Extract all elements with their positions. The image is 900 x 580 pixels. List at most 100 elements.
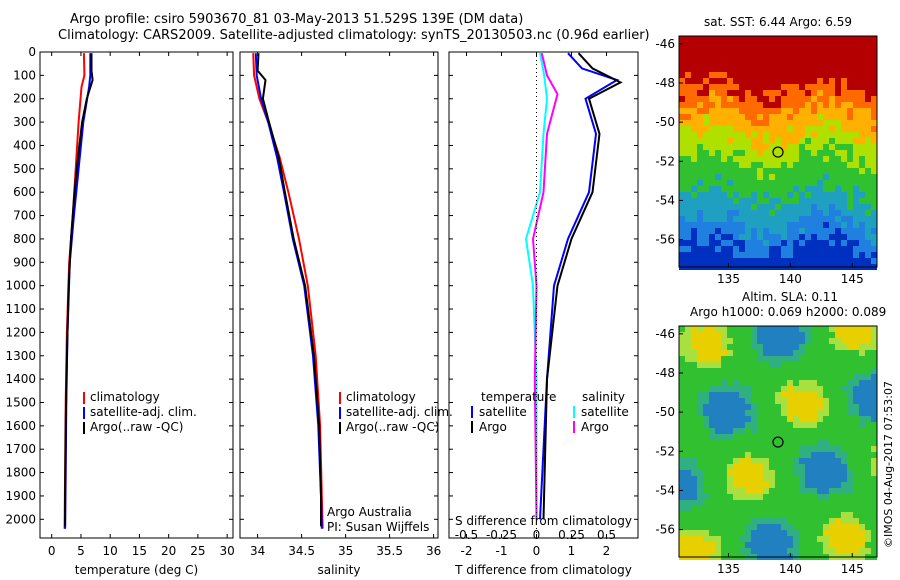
map-cell <box>781 362 787 368</box>
map-cell <box>733 162 739 168</box>
map-cell <box>727 42 733 48</box>
map-cell <box>685 470 691 476</box>
map-cell <box>685 162 691 168</box>
map-cell <box>841 536 847 542</box>
map-cell <box>751 452 757 458</box>
map-cell <box>775 54 781 60</box>
map-cell <box>829 428 835 434</box>
map-cell <box>721 410 727 416</box>
map-cell <box>853 332 859 338</box>
map-cell <box>793 368 799 374</box>
map-cell <box>757 162 763 168</box>
map-cell <box>829 222 835 228</box>
map-cell <box>685 114 691 120</box>
map-cell <box>697 84 703 90</box>
map-cell <box>679 198 685 204</box>
map-cell <box>871 126 877 132</box>
map-cell <box>805 356 811 362</box>
map-cell <box>691 78 697 84</box>
map-cell <box>871 42 877 48</box>
map-cell <box>853 464 859 470</box>
map-cell <box>829 446 835 452</box>
map-cell <box>715 536 721 542</box>
map-cell <box>745 446 751 452</box>
map-cell <box>799 48 805 54</box>
map-cell <box>799 168 805 174</box>
map-cell <box>841 440 847 446</box>
map-cell <box>769 464 775 470</box>
map-cell <box>835 156 841 162</box>
map-cell <box>733 246 739 252</box>
map-cell <box>745 168 751 174</box>
map-cell <box>727 246 733 252</box>
map-cell <box>733 210 739 216</box>
map-cell <box>721 326 727 332</box>
map-cell <box>769 446 775 452</box>
map-cell <box>721 512 727 518</box>
map-cell <box>739 536 745 542</box>
map-cell <box>781 90 787 96</box>
map-cell <box>679 548 685 554</box>
map-cell <box>847 108 853 114</box>
map-cell <box>697 476 703 482</box>
map-cell <box>781 84 787 90</box>
map-cell <box>805 204 811 210</box>
map-cell <box>715 54 721 60</box>
map-cell <box>769 392 775 398</box>
map-cell <box>781 72 787 78</box>
map-cell <box>703 126 709 132</box>
map-cell <box>733 548 739 554</box>
map-cell <box>793 338 799 344</box>
map-cell <box>685 386 691 392</box>
map-cell <box>691 446 697 452</box>
map-cell <box>793 536 799 542</box>
map-cell <box>787 344 793 350</box>
map-cell <box>769 500 775 506</box>
map-cell <box>769 362 775 368</box>
map-cell <box>757 228 763 234</box>
map-cell <box>835 494 841 500</box>
map-cell <box>685 48 691 54</box>
map-cell <box>871 494 877 500</box>
map-cell <box>709 374 715 380</box>
map-cell <box>859 168 865 174</box>
map-cell <box>685 440 691 446</box>
map-cell <box>679 168 685 174</box>
map-cell <box>775 126 781 132</box>
map-cell <box>727 162 733 168</box>
map-cell <box>787 150 793 156</box>
map-cell <box>847 114 853 120</box>
map-cell <box>847 216 853 222</box>
map-cell <box>769 60 775 66</box>
map-cell <box>685 494 691 500</box>
map-cell <box>703 470 709 476</box>
map-cell <box>721 470 727 476</box>
map-cell <box>799 204 805 210</box>
map-cell <box>829 114 835 120</box>
map-cell <box>787 458 793 464</box>
map-cell <box>763 476 769 482</box>
map-cell <box>679 350 685 356</box>
map-cell <box>835 48 841 54</box>
map-cell <box>787 240 793 246</box>
map-cell <box>805 458 811 464</box>
depth-tick-label: 1900 <box>5 489 36 503</box>
map-cell <box>835 542 841 548</box>
map-cell <box>811 326 817 332</box>
map-cell <box>835 108 841 114</box>
map-cell <box>733 500 739 506</box>
map-cell <box>787 386 793 392</box>
map-cell <box>745 84 751 90</box>
map-cell <box>871 102 877 108</box>
map-cell <box>811 470 817 476</box>
map-cell <box>727 476 733 482</box>
map-cell <box>745 518 751 524</box>
map-cell <box>829 150 835 156</box>
map-cell <box>685 108 691 114</box>
depth-tick-label: 800 <box>13 232 36 246</box>
map-cell <box>781 204 787 210</box>
map-cell <box>769 338 775 344</box>
map-cell <box>739 42 745 48</box>
map-cell <box>727 350 733 356</box>
map-cell <box>715 198 721 204</box>
